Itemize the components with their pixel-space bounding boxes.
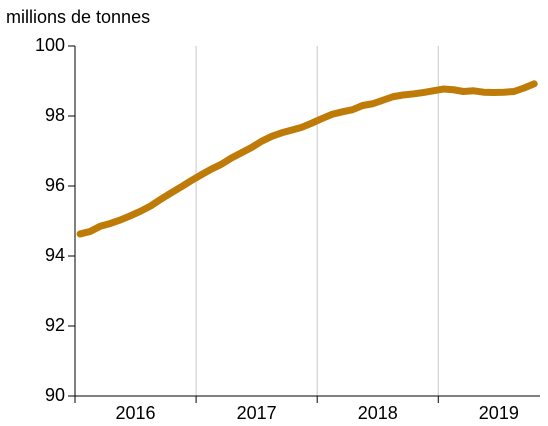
y-tick-label: 92 xyxy=(45,315,65,335)
y-tick-label: 96 xyxy=(45,175,65,195)
x-tick-label: 2018 xyxy=(358,403,398,423)
data-line xyxy=(76,80,538,238)
x-tick-label: 2016 xyxy=(116,403,156,423)
y-tick-label: 100 xyxy=(35,35,65,55)
x-tick-label: 2019 xyxy=(479,403,519,423)
y-tick-label: 90 xyxy=(45,385,65,405)
y-tick-label: 98 xyxy=(45,105,65,125)
y-axis-label: millions de tonnes xyxy=(6,7,150,27)
y-tick-label: 94 xyxy=(45,245,65,265)
x-tick-label: 2017 xyxy=(237,403,277,423)
